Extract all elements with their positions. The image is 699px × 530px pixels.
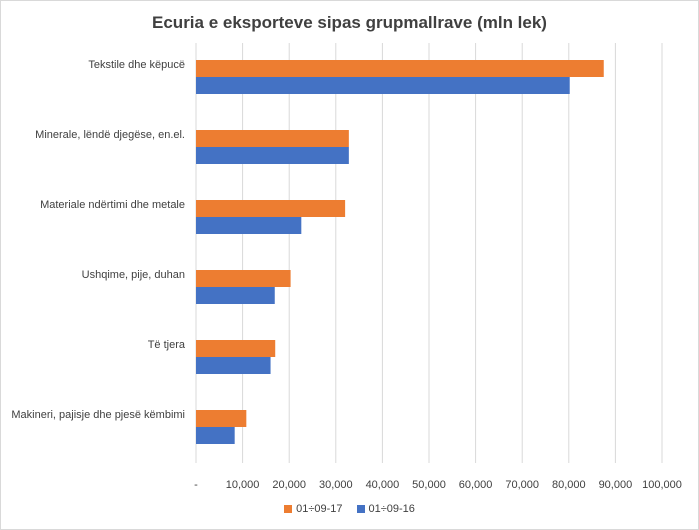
category-label: Makineri, pajisje dhe pjesë këmbimi (11, 409, 185, 421)
bar-2017 (196, 60, 604, 77)
bar-2016 (196, 217, 302, 234)
legend-label-2017: 01÷09-17 (296, 503, 343, 515)
legend-label-2016: 01÷09-16 (368, 503, 415, 515)
bar-2016 (196, 147, 349, 164)
x-tick-label: 40,000 (366, 479, 400, 491)
bar-2017 (196, 200, 346, 217)
bar-2017 (196, 270, 291, 287)
x-tick-label: 50,000 (412, 479, 446, 491)
category-label: Tekstile dhe këpucë (88, 59, 185, 71)
x-tick-label: 60,000 (459, 479, 493, 491)
category-label: Materiale ndërtimi dhe metale (40, 199, 185, 211)
legend-item-2016: 01÷09-16 (356, 503, 415, 515)
category-label: Ushqime, pije, duhan (82, 269, 185, 281)
bar-2016 (196, 357, 271, 374)
x-tick-label: 70,000 (505, 479, 539, 491)
bar-2016 (196, 77, 570, 94)
bar-2016 (196, 287, 275, 304)
x-tick-label: 100,000 (642, 479, 682, 491)
bar-2017 (196, 410, 247, 427)
bar-2016 (196, 427, 235, 444)
x-tick-label: - (194, 479, 198, 491)
legend-swatch-2016 (356, 505, 365, 513)
category-label: Të tjera (148, 339, 186, 351)
x-tick-label: 10,000 (226, 479, 260, 491)
legend: 01÷09-17 01÷09-16 (1, 503, 698, 515)
bar-2017 (196, 340, 276, 357)
chart-title: Ecuria e eksporteve sipas grupmallrave (… (152, 13, 547, 32)
category-label: Minerale, lëndë djegëse, en.el. (35, 129, 185, 141)
x-tick-label: 20,000 (272, 479, 306, 491)
legend-swatch-2017 (284, 505, 293, 513)
x-tick-label: 80,000 (552, 479, 586, 491)
legend-item-2017: 01÷09-17 (284, 503, 343, 515)
x-tick-label: 90,000 (599, 479, 633, 491)
bar-2017 (196, 130, 349, 147)
x-tick-label: 30,000 (319, 479, 353, 491)
